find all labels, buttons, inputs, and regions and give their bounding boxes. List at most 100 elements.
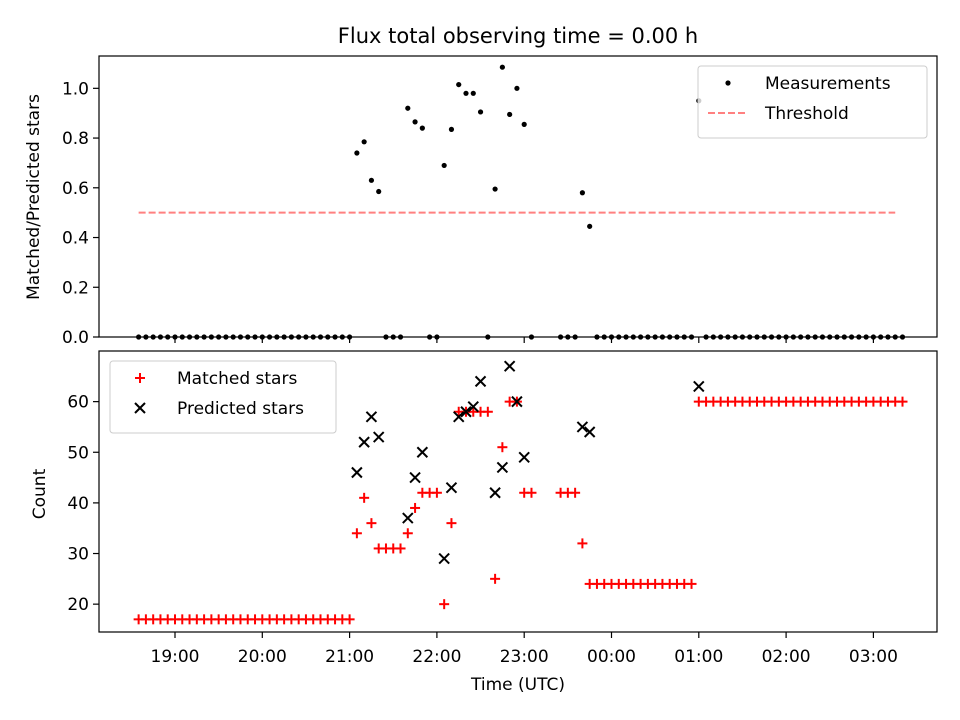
measurements-point: [288, 334, 294, 340]
measurements-point: [354, 150, 360, 156]
bottom-data-layer: [133, 360, 908, 625]
top-legend: Measurements Threshold: [697, 65, 928, 139]
measurements-point: [157, 334, 164, 340]
measurements-point: [281, 334, 287, 340]
measurements-point: [165, 334, 171, 340]
top-y-tick-label: 0.2: [62, 278, 89, 298]
measurements-point: [259, 334, 265, 340]
predicted-stars-point-b: [511, 395, 523, 408]
measurements-point: [419, 125, 425, 131]
top-axes-frame: [98, 55, 938, 338]
bottom-panel: 20 30 40 50 60 19:00 20:00 21:00 22:00 23:00 00:00…: [67, 350, 938, 667]
top-legend-box: [697, 65, 928, 139]
x-tick-label: 23:00: [500, 647, 549, 667]
measurements-point: [681, 334, 687, 340]
matched-stars-point: [490, 573, 501, 584]
predicted-stars-point-b: [518, 451, 530, 464]
predicted-stars-point: [445, 481, 458, 494]
top-data-layer: [136, 64, 906, 340]
measurements-point: [885, 334, 891, 340]
predicted-stars-point-b: [489, 487, 501, 499]
top-y-tick-label: 0.0: [62, 328, 89, 348]
predicted-stars-point: [576, 421, 589, 433]
measurements-point: [499, 64, 505, 70]
measurements-point: [892, 334, 898, 340]
measurements-point: [136, 334, 142, 340]
measurements-point: [274, 334, 280, 340]
measurements-point: [390, 334, 396, 340]
measurements-point: [754, 334, 760, 340]
measurements-point: [405, 105, 411, 111]
matched-stars-point: [897, 396, 908, 407]
matched-stars-point: [482, 406, 493, 417]
measurements-point: [856, 334, 862, 340]
measurements-point: [456, 81, 462, 88]
measurements-point: [492, 186, 498, 192]
measurements-point: [863, 334, 869, 340]
measurements-point: [870, 334, 877, 340]
measurements-point: [216, 334, 222, 340]
predicted-stars-point: [467, 400, 479, 413]
top-y-tick-label: 0.8: [62, 129, 89, 149]
bottom-legend-box: [109, 360, 337, 434]
measurements-point: [448, 126, 455, 132]
measurements-point: [150, 334, 156, 340]
measurements-point: [383, 334, 389, 340]
predicted-stars-point-b: [453, 411, 465, 423]
predicted-stars-point-b: [372, 431, 385, 443]
measurements-point: [172, 334, 178, 340]
measurements-point: [528, 334, 535, 340]
measurements-point: [434, 334, 440, 340]
measurements-point: [608, 334, 615, 340]
matched-stars-point: [351, 528, 362, 539]
measurements-point: [477, 109, 484, 115]
matched-stars-point: [497, 442, 508, 453]
top-y-tick-label: 1.0: [62, 79, 89, 99]
measurements-point: [630, 334, 636, 340]
top-panel: 0.0 0.2 0.4 0.6 0.8 1.0 Measurements Threshold: [62, 55, 938, 348]
predicted-stars-point-b: [583, 426, 596, 438]
matched-stars-point: [410, 502, 421, 513]
measurements-point: [266, 334, 273, 340]
bottom-y-tick-label: 20: [67, 595, 89, 615]
matched-stars-point: [446, 518, 457, 529]
measurements-point: [739, 334, 746, 340]
measurements-point: [848, 334, 855, 340]
measurements-point: [638, 334, 644, 340]
predicted-stars-legend-label: Predicted stars: [177, 399, 304, 419]
measurements-point: [179, 334, 185, 340]
measurements-point: [143, 334, 149, 340]
measurements-point: [412, 119, 418, 125]
matched-stars-point: [359, 492, 370, 503]
measurements-point: [834, 334, 840, 340]
measurements-point: [325, 334, 331, 340]
predicted-stars-point: [474, 375, 487, 388]
matched-stars-point: [570, 487, 581, 498]
predicted-stars-point: [511, 395, 523, 408]
measurements-point: [659, 334, 666, 340]
measurements-point: [783, 334, 789, 340]
x-tick-label: 01:00: [674, 647, 723, 667]
measurements-point: [616, 334, 622, 340]
measurements-point: [674, 334, 680, 340]
measurements-point: [725, 334, 731, 340]
chart-title: Flux total observing time = 0.00 h: [338, 24, 698, 48]
measurements-point: [776, 334, 782, 340]
x-tick-label: 00:00: [587, 647, 636, 667]
predicted-stars-point-b: [416, 446, 429, 458]
predicted-stars-legend-marker-b: [134, 402, 146, 414]
measurements-point: [557, 334, 564, 340]
predicted-stars-point-b: [693, 380, 705, 393]
measurements-point: [652, 334, 658, 340]
measurements-point: [223, 334, 229, 340]
predicted-stars-point: [496, 461, 509, 474]
matched-stars-legend-label: Matched stars: [177, 369, 297, 389]
measurements-point: [441, 162, 447, 169]
predicted-stars-point: [402, 512, 414, 524]
predicted-stars-legend-marker: [134, 402, 146, 414]
matched-stars-point: [686, 578, 697, 589]
measurements-point: [747, 334, 753, 340]
bottom-y-tick-label: 50: [67, 443, 89, 463]
measurements-point: [572, 334, 578, 340]
